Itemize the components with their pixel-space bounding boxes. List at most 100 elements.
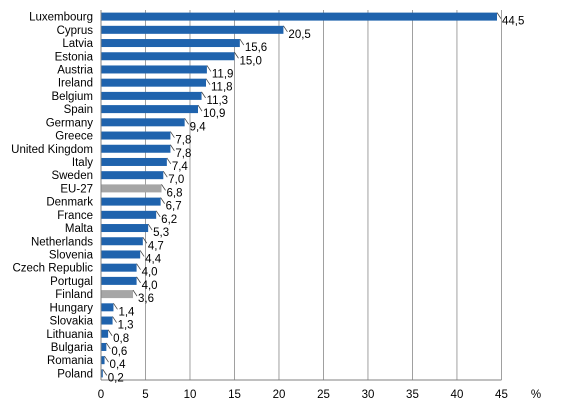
category-label: Hungary [50, 302, 94, 314]
value-leader [136, 263, 141, 270]
bar-eu-27 [101, 184, 162, 193]
category-label: Estonia [55, 51, 94, 63]
value-leader [170, 131, 175, 138]
bar-portugal [101, 276, 137, 285]
category-label: Luxembourg [29, 12, 93, 24]
bar-romania [101, 356, 105, 365]
value-label: 7,4 [172, 161, 189, 173]
category-label: Poland [57, 368, 93, 380]
value-leader [102, 369, 108, 376]
category-label: Denmark [46, 197, 93, 209]
value-label: 44,5 [502, 16, 524, 28]
x-tick-label-15: 15 [228, 389, 241, 401]
value-label: 1,3 [118, 320, 134, 332]
bar-poland [101, 369, 103, 378]
category-label: Netherlands [31, 236, 93, 248]
value-label: 6,2 [161, 214, 177, 226]
value-label: 4,4 [145, 253, 162, 265]
category-label: Slovenia [49, 249, 94, 261]
x-tick-label-25: 25 [317, 389, 330, 401]
bar-slovenia [101, 250, 141, 259]
value-leader [160, 197, 165, 204]
value-leader [239, 38, 245, 46]
x-tick-label-0: 0 [98, 389, 104, 401]
bar-cyprus [101, 25, 284, 34]
value-leader [136, 276, 141, 284]
value-label: 11,3 [207, 95, 229, 107]
labels: 0 5 10 15 20 25 30 35 40 45 % Luxembourg 44,5 Cyprus 2… [11, 12, 541, 401]
bar-czech-republic [101, 263, 137, 272]
category-label: Slovakia [50, 316, 94, 328]
bar-italy [101, 157, 167, 166]
value-leader [112, 316, 117, 323]
value-leader [496, 12, 502, 19]
value-label: 6,8 [167, 187, 183, 199]
category-label: Belgium [51, 91, 93, 103]
value-leader [184, 118, 189, 125]
value-leader [166, 157, 172, 165]
value-label: 6,7 [166, 201, 182, 213]
x-tick-label-30: 30 [362, 389, 375, 401]
category-label: Finland [55, 289, 93, 301]
bar-united-kingdom [101, 144, 171, 153]
category-label: United Kingdom [11, 144, 93, 156]
value-label: 7,0 [168, 174, 184, 186]
value-label: 7,8 [175, 135, 191, 147]
category-label: Bulgaria [51, 342, 94, 354]
bar-france [101, 210, 157, 219]
bars [101, 12, 502, 378]
value-leader [142, 237, 148, 244]
value-label: 0,8 [113, 333, 129, 345]
value-leader [206, 65, 212, 72]
category-label: Ireland [58, 78, 93, 90]
bar-sweden [101, 171, 164, 180]
value-label: 7,8 [175, 148, 191, 160]
value-label: 0,6 [111, 346, 127, 358]
bar-bulgaria [101, 342, 107, 351]
bar-hungary [101, 303, 114, 312]
value-leader [106, 342, 111, 350]
value-label: 15,6 [245, 42, 267, 54]
value-label: 4,7 [148, 240, 164, 252]
category-label: Italy [72, 157, 93, 169]
bar-ireland [101, 78, 207, 87]
category-label: Austria [57, 64, 93, 76]
value-leader [170, 144, 175, 151]
value-leader [161, 184, 166, 191]
category-label: Latvia [62, 38, 93, 50]
value-label: 15,0 [239, 55, 261, 67]
value-label: 9,4 [190, 121, 207, 133]
category-label: EU-27 [60, 183, 93, 195]
bar-latvia [101, 39, 240, 48]
value-leader [107, 329, 113, 336]
category-label: Lithuania [46, 329, 93, 341]
value-leader [139, 250, 145, 257]
bar-belgium [101, 91, 202, 100]
category-label: Sweden [51, 170, 93, 182]
value-label: 5,3 [153, 227, 169, 239]
x-unit-label: % [531, 389, 541, 401]
category-label: Germany [46, 117, 94, 129]
value-leader [132, 289, 138, 297]
axes [100, 10, 502, 381]
bar-denmark [101, 197, 161, 206]
value-leader [104, 355, 109, 363]
value-leader [113, 303, 118, 310]
category-label: Spain [64, 104, 93, 116]
bar-malta [101, 224, 149, 233]
value-label: 1,4 [118, 306, 135, 318]
value-leader [283, 25, 288, 33]
category-label: Portugal [50, 276, 93, 288]
x-tick-label-20: 20 [273, 389, 286, 401]
value-leader [234, 52, 239, 59]
bar-greece [101, 131, 171, 140]
value-label: 4,0 [142, 267, 158, 279]
value-label: 11,8 [211, 82, 233, 94]
x-tick-label-5: 5 [142, 389, 148, 401]
bar-slovakia [101, 316, 113, 325]
value-leader [147, 223, 153, 231]
value-label: 0,4 [110, 359, 127, 371]
value-label: 3,6 [138, 293, 154, 305]
